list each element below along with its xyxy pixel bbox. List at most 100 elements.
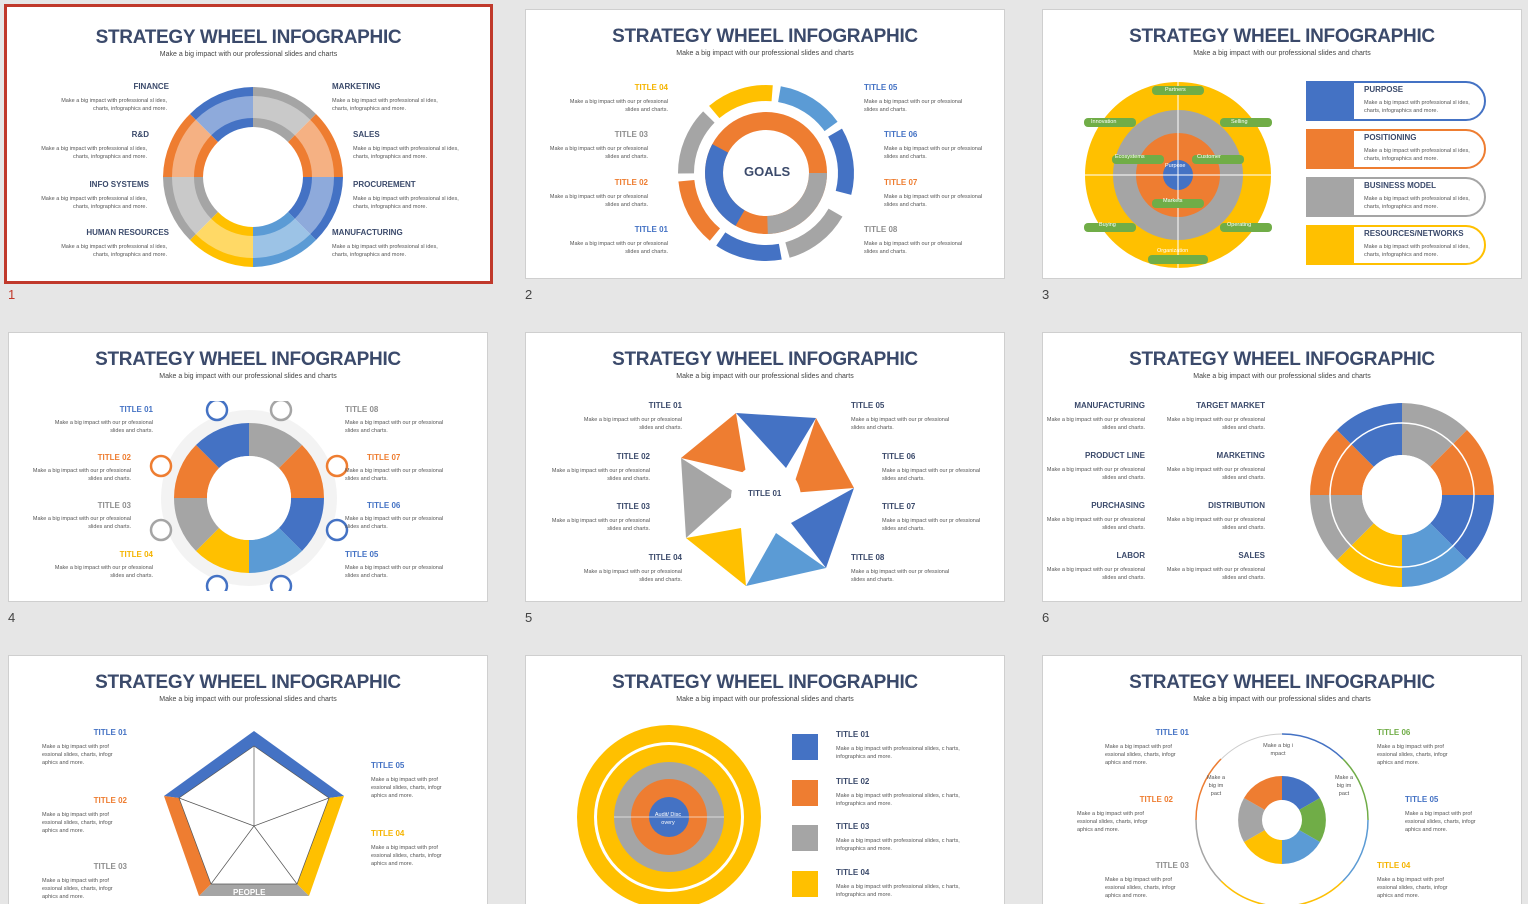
desc: Make a big impact with professional sl i… [61, 98, 167, 112]
desc: Make a big impact with our pr ofessional… [1166, 467, 1265, 481]
desc: Make a big impact with professional sl i… [61, 244, 167, 258]
label-title-02: TITLE 02 [97, 453, 131, 462]
center-label: Purpose [1165, 163, 1186, 169]
slide-subtitle: Make a big impact with our professional … [159, 51, 338, 58]
puzzle-wheel [1310, 403, 1494, 587]
desc: Make a big impact with professional sl i… [1364, 100, 1470, 114]
desc: Make a big impact with our pr ofessional… [882, 468, 981, 482]
desc: Make a big impact with prof essional sli… [42, 744, 113, 766]
icon-box-3 [792, 825, 818, 851]
ring-label: Innovation [1091, 119, 1117, 125]
desc: Make a big impact with our pr ofessional… [54, 565, 153, 579]
label-rd: R&D [131, 130, 149, 139]
desc: Make a big impact with professional slid… [836, 838, 960, 852]
label-title-01: TITLE 01 [648, 401, 682, 410]
desc: Make a big impact with our pr ofessional… [345, 565, 444, 579]
desc: Make a big impact with prof essional sli… [1105, 744, 1176, 766]
desc: Make a big impact with professional slid… [836, 884, 960, 898]
label-title-05: TITLE 05 [1405, 795, 1439, 804]
label-title-07: TITLE 07 [884, 178, 918, 187]
slide-title: STRATEGY WHEEL INFOGRAPHIC [95, 27, 402, 48]
ring-label: Operating [1227, 222, 1252, 228]
desc: Make a big impact with prof essional sli… [42, 878, 113, 900]
slide-thumbnail-8[interactable]: STRATEGY WHEEL INFOGRAPHIC Make a big im… [525, 655, 1005, 904]
desc: Make a big impact with our pr ofessional… [583, 569, 682, 583]
label-resources: RESOURCES/NETWORKS [1364, 229, 1464, 238]
label-title-05: TITLE 05 [371, 761, 405, 770]
label-product-line: PRODUCT LINE [1085, 451, 1145, 460]
label-title-02: TITLE 02 [1139, 795, 1173, 804]
slide-title: STRATEGY WHEEL INFOGRAPHIC [95, 349, 401, 370]
goals-cycle [678, 85, 854, 261]
label-title-07: TITLE 07 [882, 502, 916, 511]
label-title-08: TITLE 08 [851, 553, 885, 562]
slide-number-6: 6 [1042, 610, 1050, 625]
desc: Make a big impact with our pr ofessional… [1166, 517, 1265, 531]
slide-thumbnail-5[interactable]: STRATEGY WHEEL INFOGRAPHIC Make a big im… [525, 332, 1005, 602]
label-sales: SALES [1238, 551, 1265, 560]
desc: Make a big impact with professional sl i… [1364, 244, 1470, 258]
desc: Make a big impact with prof essional sli… [1405, 811, 1476, 833]
center-title: TITLE 01 [748, 489, 782, 498]
label-title-04: TITLE 04 [119, 550, 153, 559]
desc: Make a big impact with our pr ofessional… [1046, 467, 1145, 481]
card-positioning [1306, 129, 1486, 169]
icon-box-2 [792, 780, 818, 806]
desc: Make a big impact with prof essional sli… [1105, 877, 1176, 899]
label-title-05: TITLE 05 [345, 550, 379, 559]
pentagon-diagram [164, 731, 344, 896]
slide-thumbnail-2[interactable]: STRATEGY WHEEL INFOGRAPHIC Make a big im… [525, 9, 1005, 279]
label-title-01: TITLE 01 [93, 728, 127, 737]
slide-subtitle: Make a big impact with our professional … [676, 50, 854, 57]
slide-title: STRATEGY WHEEL INFOGRAPHIC [1129, 672, 1435, 693]
purpose-wheel [1084, 82, 1272, 268]
label-human-resources: HUMAN RESOURCES [86, 228, 169, 237]
label-title-08: TITLE 08 [345, 405, 379, 414]
desc: Make a big impact with our pr ofessional… [1046, 517, 1145, 531]
desc: Make a big impact with our pr ofessional… [549, 194, 648, 208]
label-business-model: BUSINESS MODEL [1364, 181, 1437, 190]
slide-number-3: 3 [1042, 287, 1050, 302]
label-title-03: TITLE 03 [97, 501, 131, 510]
layered-wheel [577, 725, 761, 904]
desc: Make a big impact with prof essional sli… [371, 777, 442, 799]
label-title-06: TITLE 06 [882, 452, 916, 461]
label-title-05: TITLE 05 [864, 83, 898, 92]
slide-thumbnail-9[interactable]: STRATEGY WHEEL INFOGRAPHIC Make a big im… [1042, 655, 1522, 904]
label-title-04: TITLE 04 [648, 553, 682, 562]
label-title-03: TITLE 03 [614, 130, 648, 139]
slide-thumbnail-4[interactable]: STRATEGY WHEEL INFOGRAPHIC Make a big im… [8, 332, 488, 602]
desc: Make a big impact with our pr ofessional… [345, 420, 444, 434]
card-purpose [1306, 81, 1486, 121]
slide-thumbnail-1[interactable]: STRATEGY WHEEL INFOGRAPHIC Make a big im… [4, 4, 493, 284]
desc: Make a big impact with prof essional sli… [1077, 811, 1148, 833]
slide-subtitle: Make a big impact with our professional … [1193, 696, 1371, 703]
label-manufacturing: MANUFACTURING [332, 228, 403, 237]
desc: Make a big impact with our pr ofessional… [551, 518, 650, 532]
label-title-06: TITLE 06 [884, 130, 918, 139]
label-title-01: TITLE 01 [634, 225, 668, 234]
label-finance: FINANCE [133, 82, 169, 91]
slide-thumbnail-7[interactable]: STRATEGY WHEEL INFOGRAPHIC Make a big im… [8, 655, 488, 904]
slide-number-4: 4 [8, 610, 16, 625]
slide-number-5: 5 [525, 610, 533, 625]
desc: Make a big impact with our pr ofessional… [1046, 567, 1145, 581]
center-label: Audit/ Disc overy [654, 812, 682, 826]
desc: Make a big impact with our pr ofessional… [884, 146, 983, 160]
desc: Make a big impact with our pr ofessional… [32, 516, 131, 530]
goals-center: GOALS [744, 164, 791, 179]
label-title-04: TITLE 04 [1377, 861, 1411, 870]
hub-wheel [1195, 733, 1369, 904]
slide-thumbnail-6[interactable]: STRATEGY WHEEL INFOGRAPHIC Make a big im… [1042, 332, 1522, 602]
desc: Make a big impact with professional sl i… [353, 146, 459, 160]
label-target-market: TARGET MARKET [1196, 401, 1265, 410]
ring-label: Partners [1165, 87, 1186, 93]
desc: Make a big impact with professional sl i… [41, 196, 147, 210]
label-purpose: PURPOSE [1364, 85, 1404, 94]
label-title-06: TITLE 06 [367, 501, 401, 510]
label-labor: LABOR [1116, 551, 1145, 560]
slide-thumbnail-3[interactable]: STRATEGY WHEEL INFOGRAPHIC Make a big im… [1042, 9, 1522, 279]
label-title-02: TITLE 02 [836, 777, 870, 786]
desc: Make a big impact with prof essional sli… [371, 845, 442, 867]
desc: Make a big impact with professional slid… [836, 793, 960, 807]
